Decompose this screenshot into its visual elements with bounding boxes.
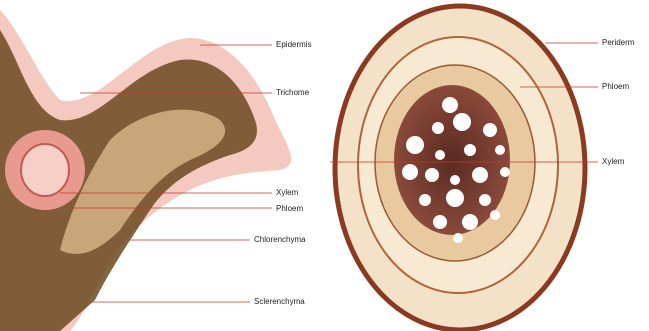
vessel: [425, 168, 439, 182]
vascular-core: [20, 143, 70, 197]
vessel: [432, 122, 444, 134]
vessel: [490, 210, 500, 220]
leaf-section: Epidermis Trichome Xylem Phloem Chlorenc…: [0, 10, 312, 331]
vessel: [402, 164, 418, 180]
label: Epidermis: [276, 40, 312, 49]
vessel: [479, 194, 491, 206]
vessel: [464, 144, 476, 156]
vessel: [450, 175, 460, 185]
vessel: [453, 233, 463, 243]
label: Sclerenchyma: [254, 297, 305, 306]
vessel: [495, 145, 505, 155]
vessel: [500, 167, 510, 177]
vessel: [462, 214, 478, 230]
label: Trichome: [276, 88, 310, 97]
mesophyll-light: [60, 109, 226, 254]
vessel: [435, 150, 445, 160]
label: Xylem: [276, 188, 299, 197]
vessel: [433, 215, 447, 229]
label: Xylem: [602, 157, 625, 166]
label: Chlorenchyma: [254, 235, 306, 244]
vessel: [419, 194, 431, 206]
vessel: [453, 113, 471, 131]
root-section: Periderm Phloem Xylem: [330, 3, 635, 331]
xylem-vessels: [402, 97, 510, 243]
vessel: [406, 136, 424, 154]
vessel: [442, 97, 458, 113]
label: Periderm: [602, 38, 635, 47]
label: Phloem: [602, 82, 629, 91]
vessel: [472, 167, 488, 183]
vessel: [483, 123, 497, 137]
vessel: [446, 189, 464, 207]
label: Phloem: [276, 204, 303, 213]
